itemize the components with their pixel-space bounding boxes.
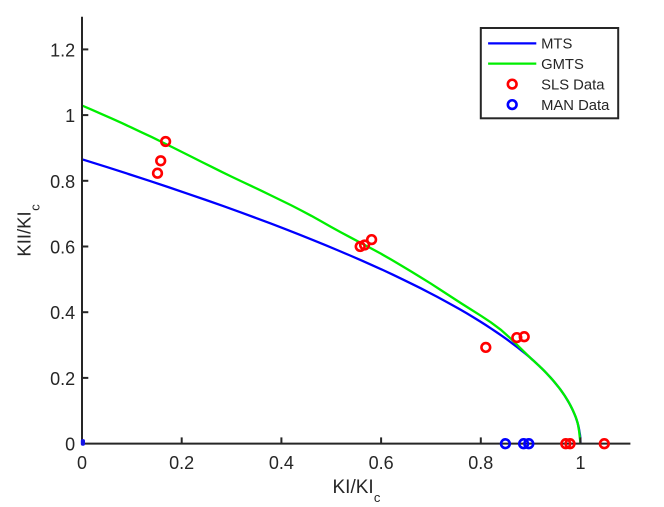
svg-text:GMTS: GMTS: [541, 57, 584, 73]
svg-text:1: 1: [65, 106, 75, 126]
svg-text:1.2: 1.2: [50, 40, 75, 60]
svg-text:0.6: 0.6: [50, 238, 75, 258]
svg-text:0: 0: [77, 453, 87, 473]
svg-text:MAN Data: MAN Data: [541, 98, 610, 114]
svg-text:KII/KI: KII/KI: [13, 211, 34, 256]
svg-text:SLS Data: SLS Data: [541, 77, 605, 93]
svg-text:0: 0: [65, 435, 75, 455]
svg-text:0.2: 0.2: [50, 369, 75, 389]
svg-text:0.2: 0.2: [169, 453, 194, 473]
svg-text:MTS: MTS: [541, 37, 572, 53]
svg-text:KI/KI: KI/KI: [333, 477, 374, 498]
svg-text:1: 1: [575, 453, 585, 473]
svg-text:0.4: 0.4: [50, 303, 75, 323]
svg-text:c: c: [27, 204, 42, 211]
svg-text:c: c: [374, 490, 381, 502]
svg-text:0.6: 0.6: [369, 453, 394, 473]
svg-text:0.8: 0.8: [468, 453, 493, 473]
svg-text:0.8: 0.8: [50, 172, 75, 192]
svg-text:0.4: 0.4: [269, 453, 294, 473]
